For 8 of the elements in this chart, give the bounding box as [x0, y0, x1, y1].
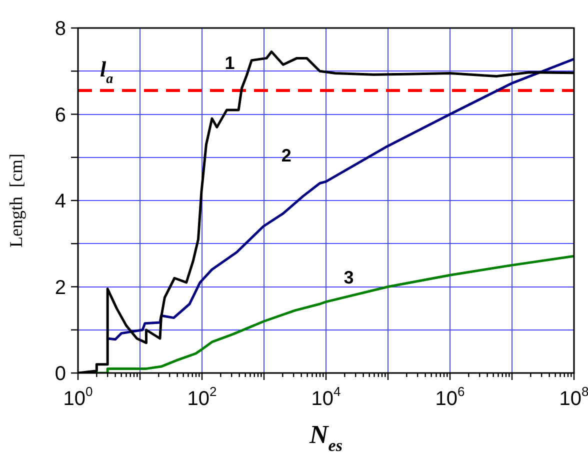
- y-tick-label: 6: [54, 104, 66, 126]
- y-tick-label: 2: [54, 276, 66, 299]
- series-label: 3: [344, 267, 354, 288]
- series-label: 1: [224, 52, 235, 73]
- y-tick-label: 8: [54, 18, 66, 40]
- y-tick-label: 0: [54, 363, 66, 385]
- y-tick-label: 4: [54, 190, 66, 212]
- y-axis-title: Length [cm]: [6, 154, 26, 248]
